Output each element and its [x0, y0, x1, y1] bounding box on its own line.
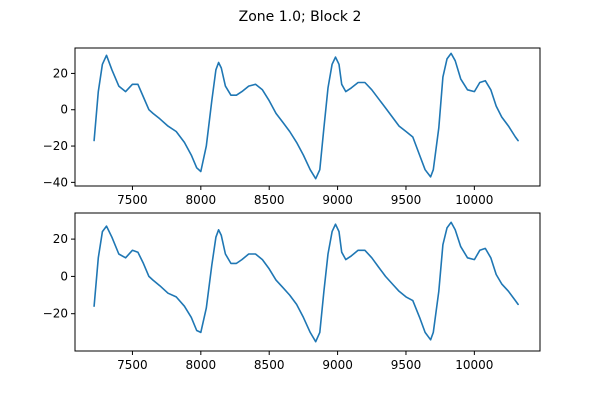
x-tick-label: 10000 — [455, 193, 493, 207]
subplot-1: 7500 8000 8500 9000 9500 10000 −40 −20 0 20 — [43, 47, 541, 207]
x-tick-label: 7500 — [117, 358, 148, 372]
y-tick-label: 20 — [53, 66, 68, 80]
subplot-2: 7500 8000 8500 9000 9500 10000 −20 0 20 — [43, 212, 541, 372]
series-line-1-1 — [93, 52, 519, 180]
x-tick-label: 8500 — [254, 358, 285, 372]
x-tick-label: 10000 — [455, 358, 493, 372]
figure-suptitle: Zone 1.0; Block 2 — [239, 9, 362, 25]
axes-frame-2 — [74, 212, 541, 352]
y-tick-label: −20 — [43, 139, 68, 153]
x-tick-label: 9500 — [391, 358, 422, 372]
y-tick-label: 0 — [60, 103, 68, 117]
x-tick-label: 8500 — [254, 193, 285, 207]
x-tick-label: 8000 — [186, 358, 217, 372]
x-tick-label: 8000 — [186, 193, 217, 207]
axes-frame-1 — [74, 47, 541, 187]
subplots: 7500 8000 8500 9000 9500 10000 −40 −20 0 20 7500 80… — [43, 47, 541, 372]
x-tick-label: 9000 — [322, 358, 353, 372]
x-tick-label: 9500 — [391, 193, 422, 207]
x-tick-label: 7500 — [117, 193, 148, 207]
y-tick-label: 20 — [53, 232, 68, 246]
y-tick-label: −40 — [43, 175, 68, 189]
series-line-2-1 — [93, 221, 519, 343]
x-tick-label: 9000 — [322, 193, 353, 207]
y-tick-label: −20 — [43, 307, 68, 321]
y-tick-label: 0 — [60, 269, 68, 283]
